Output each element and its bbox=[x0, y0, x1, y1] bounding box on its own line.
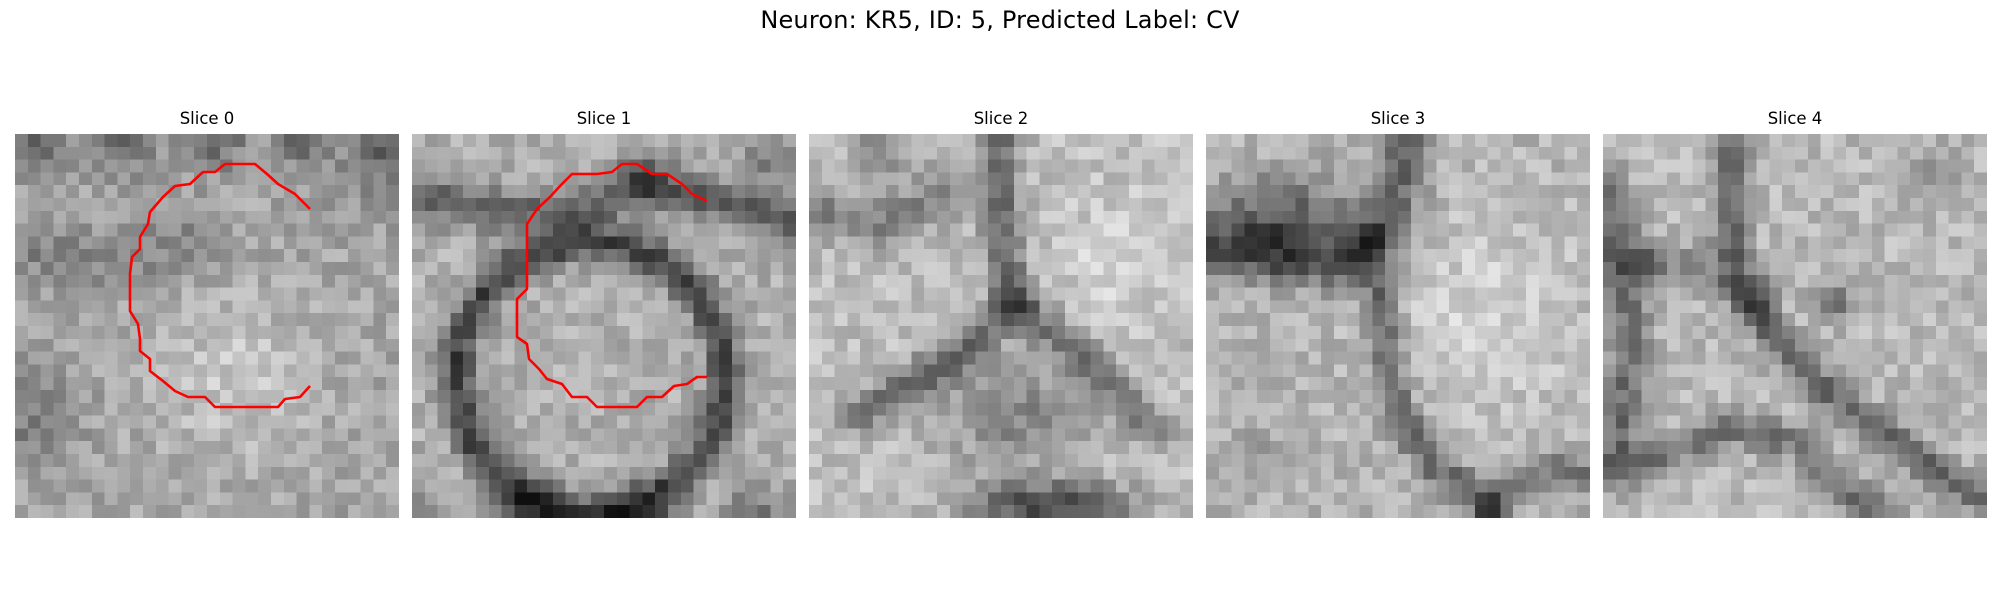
slice-panel-3: Slice 3 bbox=[1206, 108, 1590, 518]
slice-title-0: Slice 0 bbox=[179, 109, 235, 128]
slice-image-3 bbox=[1206, 134, 1590, 518]
slice-panel-4: Slice 4 bbox=[1603, 108, 1987, 518]
slice-image-4 bbox=[1603, 134, 1987, 518]
slice-title-1: Slice 1 bbox=[576, 109, 632, 128]
slice-title-2: Slice 2 bbox=[973, 109, 1029, 128]
slice-panel-2: Slice 2 bbox=[809, 108, 1193, 518]
slice-contour-0 bbox=[128, 162, 311, 409]
slice-panel-0: Slice 0 bbox=[15, 108, 399, 518]
slice-image-2 bbox=[809, 134, 1193, 518]
slice-image-0 bbox=[15, 134, 399, 518]
slice-panel-1: Slice 1 bbox=[412, 108, 796, 518]
slice-title-3: Slice 3 bbox=[1370, 109, 1426, 128]
slice-image-1 bbox=[412, 134, 796, 518]
figure-title: Neuron: KR5, ID: 5, Predicted Label: CV bbox=[760, 6, 1240, 34]
slice-title-4: Slice 4 bbox=[1767, 109, 1823, 128]
slice-contour-1 bbox=[515, 162, 708, 409]
